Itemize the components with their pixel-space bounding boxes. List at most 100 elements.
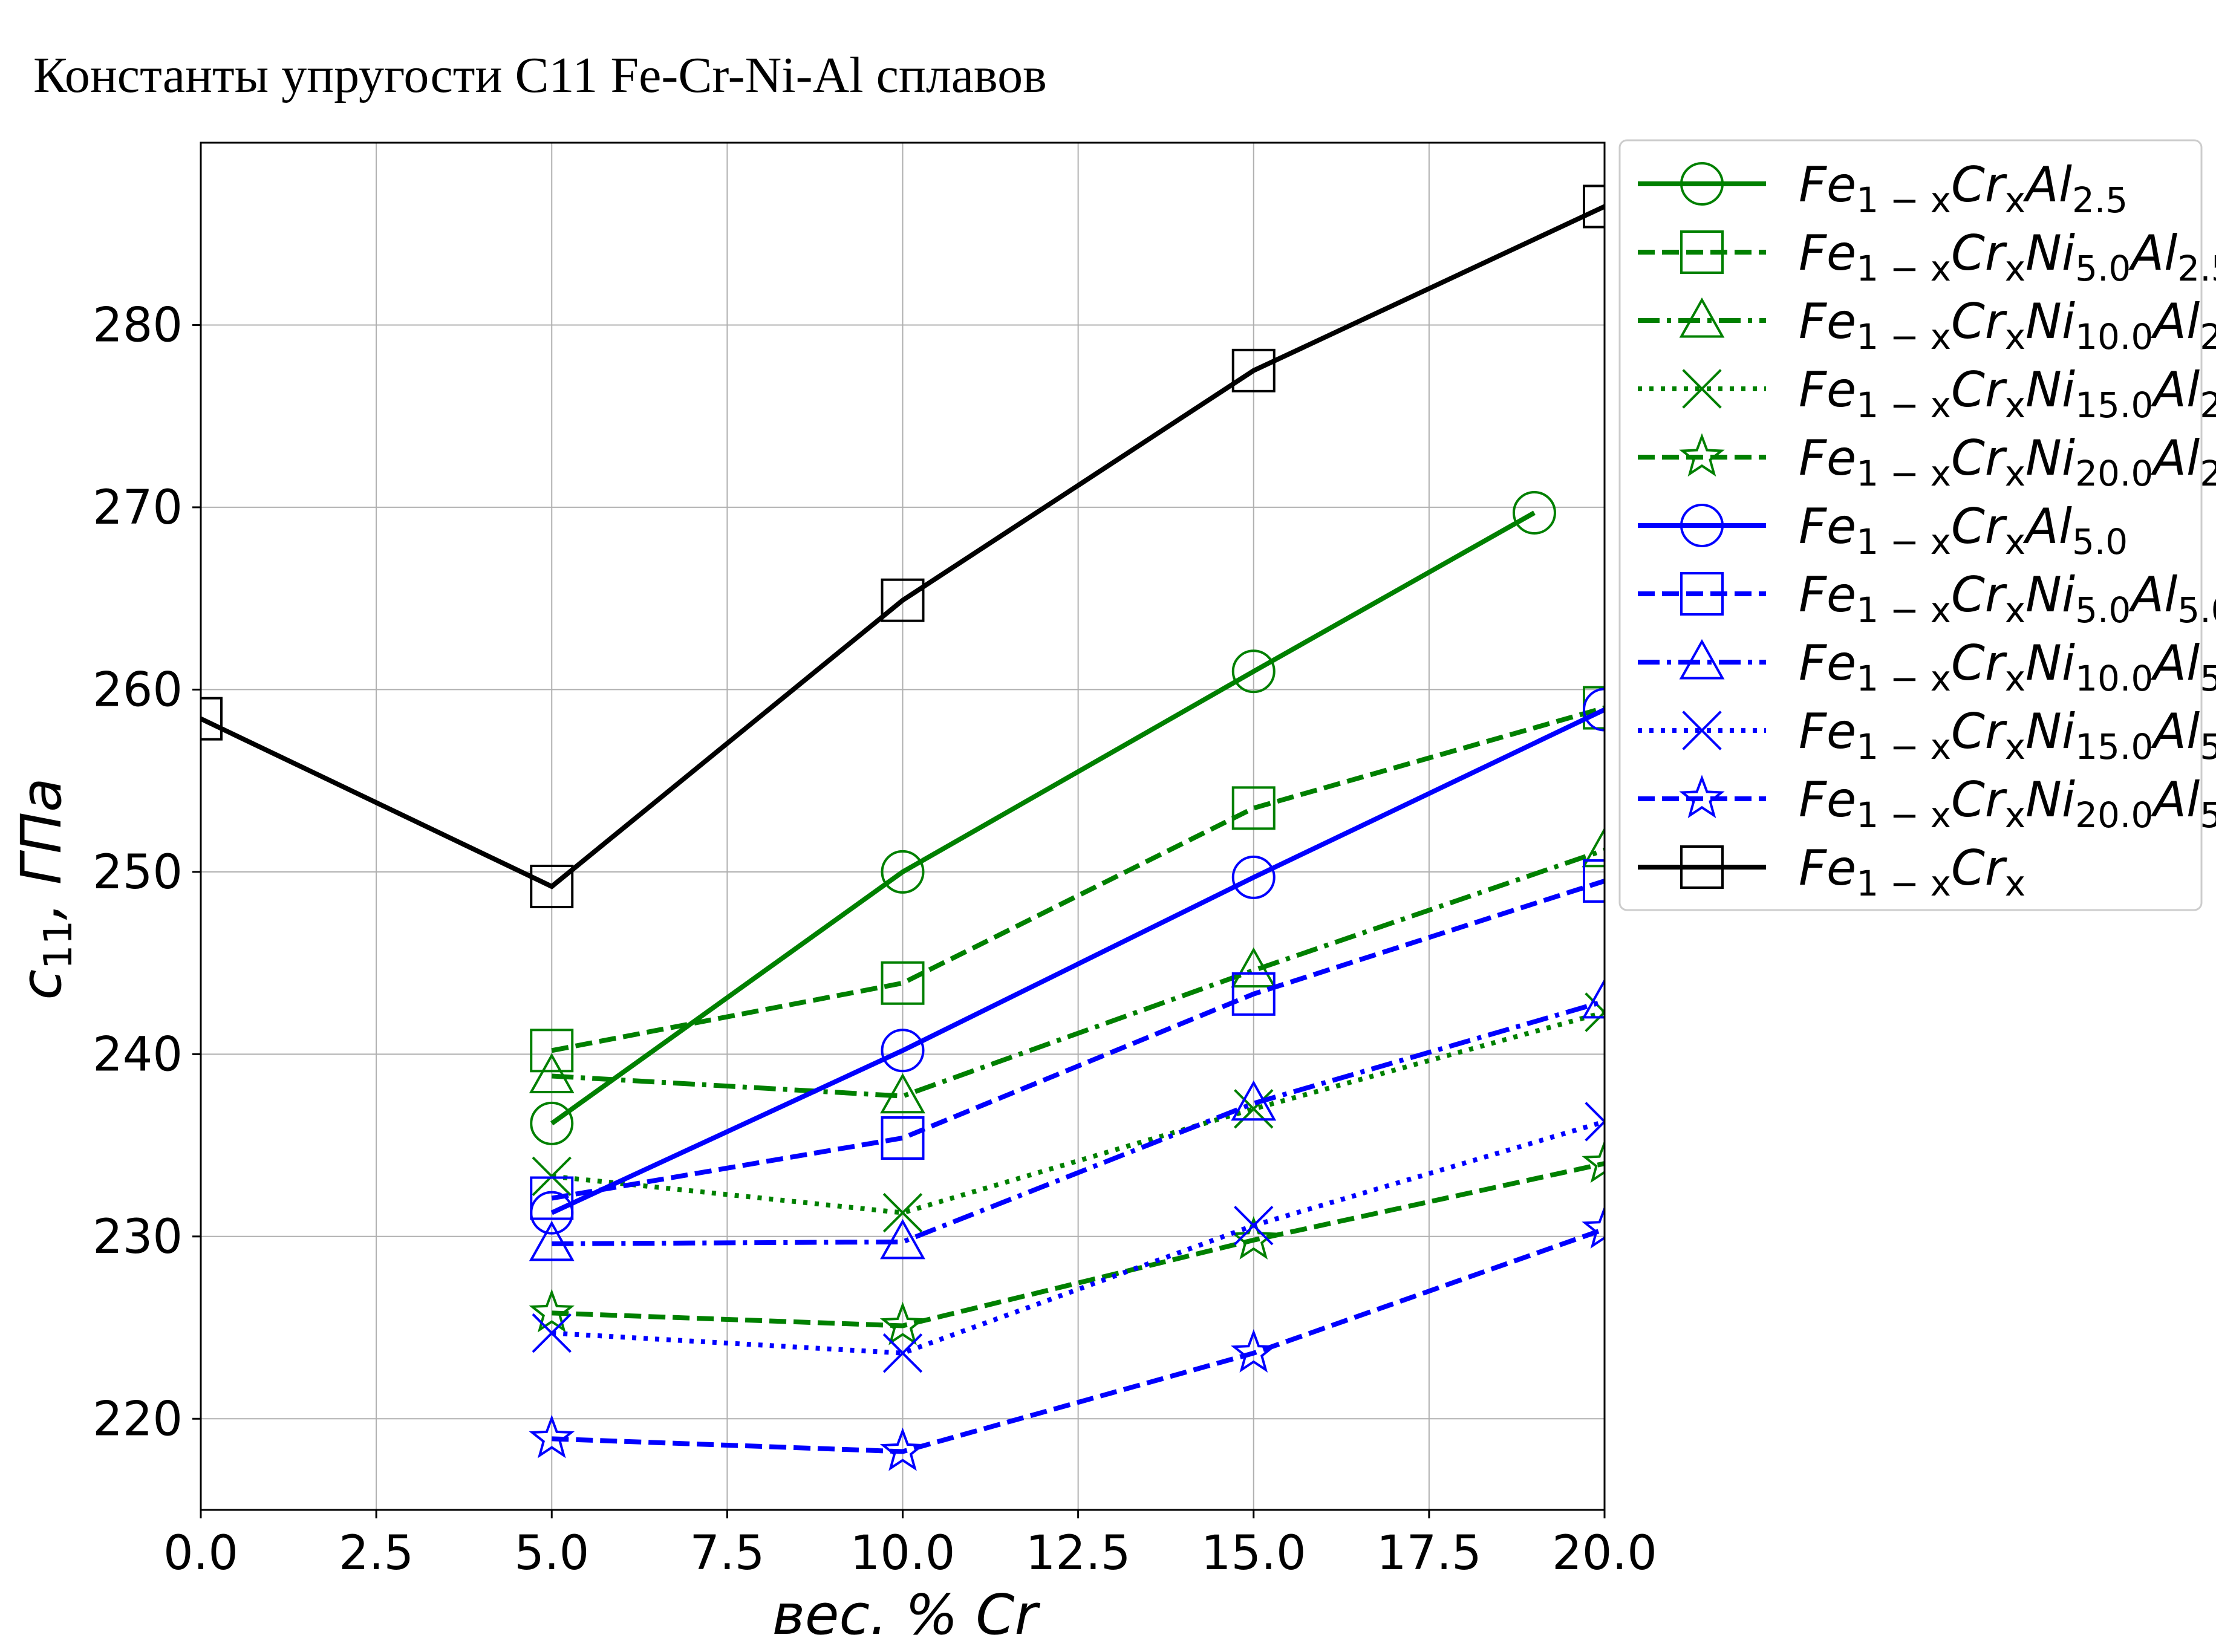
- legend-entry: Fe1 − xCrxNi15.0Al2.5: [1638, 362, 2216, 426]
- legend-part: x: [2005, 658, 2025, 699]
- legend-marker: [1679, 775, 1725, 819]
- legend-part: Ni: [2025, 362, 2075, 418]
- legend-part: 1 − x: [1856, 521, 1951, 562]
- data-point: [882, 1192, 923, 1233]
- x-tick-label: 10.0: [850, 1526, 956, 1581]
- legend-part: 10.0: [2075, 658, 2153, 699]
- legend-part: Al: [2128, 567, 2177, 623]
- data-point: [881, 578, 925, 622]
- legend-marker: [1680, 162, 1724, 206]
- data-point: [1512, 490, 1556, 535]
- data-point: [1231, 649, 1276, 694]
- data-point: [1231, 786, 1276, 830]
- legend-part: x: [2005, 316, 2025, 357]
- legend-part: 1 − x: [1856, 795, 1951, 836]
- data-point: [881, 850, 925, 894]
- legend-entry: Fe1 − xCrxNi5.0Al5.0: [1638, 567, 2216, 631]
- series-line: [550, 510, 1536, 1126]
- legend-part: 5.0: [2072, 521, 2128, 562]
- legend-entry: Fe1 − xCrx: [1638, 840, 2025, 904]
- x-tick-label: 17.5: [1377, 1526, 1482, 1581]
- legend-part: 15.0: [2075, 726, 2153, 767]
- legend-label: Fe1 − xCrxNi10.0Al2.5: [1799, 293, 2216, 357]
- legend-part: Cr: [1951, 225, 2008, 281]
- legend-marker: [1679, 639, 1725, 680]
- data-point: [882, 1333, 923, 1373]
- legend-entry: Fe1 − xCrxAl2.5: [1638, 157, 2128, 221]
- y-tick-label: 220: [93, 1392, 183, 1446]
- series-3: [532, 992, 1605, 1233]
- data-point: [1230, 1328, 1277, 1373]
- series-8: [532, 1102, 1605, 1373]
- legend-label: Fe1 − xCrxNi20.0Al5.0: [1799, 772, 2216, 836]
- legend-label: Fe1 − xCrxAl2.5: [1799, 157, 2128, 221]
- legend-part: Al: [2022, 157, 2072, 213]
- data-point: [1231, 972, 1276, 1016]
- legend-part: Cr: [1951, 293, 2008, 350]
- data-point: [530, 1101, 574, 1145]
- legend-part: Cr: [1951, 498, 2008, 554]
- legend-entry: Fe1 − xCrxNi15.0Al5.0: [1638, 703, 2216, 767]
- data-point: [1582, 978, 1605, 1019]
- plot-area: [201, 184, 1605, 1471]
- legend-part: Ni: [2025, 567, 2075, 623]
- data-point: [1583, 688, 1605, 732]
- legend-marker: [1682, 369, 1722, 409]
- legend-label: Fe1 − xCrx: [1799, 840, 2025, 904]
- data-point: [881, 1116, 925, 1160]
- legend-part: Fe: [1799, 157, 1856, 213]
- y-axis-label: c11, ГПа: [9, 778, 81, 1000]
- legend-part: Fe: [1799, 567, 1856, 623]
- legend-part: 5.0: [2200, 658, 2216, 699]
- y-tick-label: 270: [93, 481, 183, 535]
- legend-part: 5.0: [2200, 726, 2216, 767]
- data-point: [1582, 827, 1605, 868]
- legend-part: 5.0: [2075, 590, 2131, 631]
- data-point: [880, 1073, 925, 1114]
- legend-part: Cr: [1951, 840, 2008, 896]
- legend-part: 5.0: [2075, 248, 2131, 289]
- series-0: [530, 490, 1556, 1145]
- data-point: [201, 697, 223, 741]
- legend-marker: [1680, 504, 1724, 547]
- legend-part: Ni: [2025, 430, 2075, 486]
- legend-marker: [1680, 230, 1724, 274]
- x-tick-label: 0.0: [163, 1526, 238, 1581]
- legend-part: x: [2005, 521, 2025, 562]
- legend-part: Al: [2150, 362, 2200, 418]
- data-point: [530, 864, 574, 908]
- legend-part: x: [2005, 180, 2025, 221]
- legend-entry: Fe1 − xCrxNi10.0Al2.5: [1638, 293, 2216, 357]
- legend-part: 10.0: [2075, 316, 2153, 357]
- y-tick-label: 230: [93, 1210, 183, 1264]
- legend-part: Fe: [1799, 225, 1856, 281]
- x-tick-label: 7.5: [689, 1526, 764, 1581]
- legend-entry: Fe1 − xCrxNi20.0Al5.0: [1638, 772, 2216, 836]
- data-point: [879, 1301, 926, 1345]
- legend-part: Fe: [1799, 772, 1856, 828]
- legend-part: 1 − x: [1856, 453, 1951, 494]
- series-5: [530, 688, 1605, 1235]
- data-point: [1582, 1139, 1605, 1183]
- series-7: [529, 978, 1605, 1261]
- legend-part: 1 − x: [1856, 726, 1951, 767]
- legend-part: x: [2005, 453, 2025, 494]
- series-line: [551, 1010, 1605, 1215]
- series-line: [551, 705, 1605, 1053]
- data-point: [529, 1053, 575, 1094]
- series-6: [530, 859, 1605, 1220]
- legend-part: Al: [2150, 772, 2200, 828]
- x-tick-label: 5.0: [514, 1526, 589, 1581]
- y-axis-label-unit: , ГПа: [9, 778, 74, 920]
- legend-part: Al: [2150, 635, 2200, 691]
- legend-part: 1 − x: [1856, 658, 1951, 699]
- legend-part: Cr: [1951, 772, 2008, 828]
- legend-part: Cr: [1951, 157, 2008, 213]
- legend-part: Ni: [2025, 293, 2075, 350]
- legend-part: Cr: [1951, 567, 2008, 623]
- ticks: 0.0 2.5 5.0 7.5 10.0 12.5 15.0 17.5 20.0 220 230 24…: [93, 298, 1657, 1581]
- y-axis-label-main: c: [9, 969, 74, 1000]
- legend-part: x: [2005, 248, 2025, 289]
- series-line: [552, 847, 1605, 1099]
- data-point: [881, 1029, 925, 1073]
